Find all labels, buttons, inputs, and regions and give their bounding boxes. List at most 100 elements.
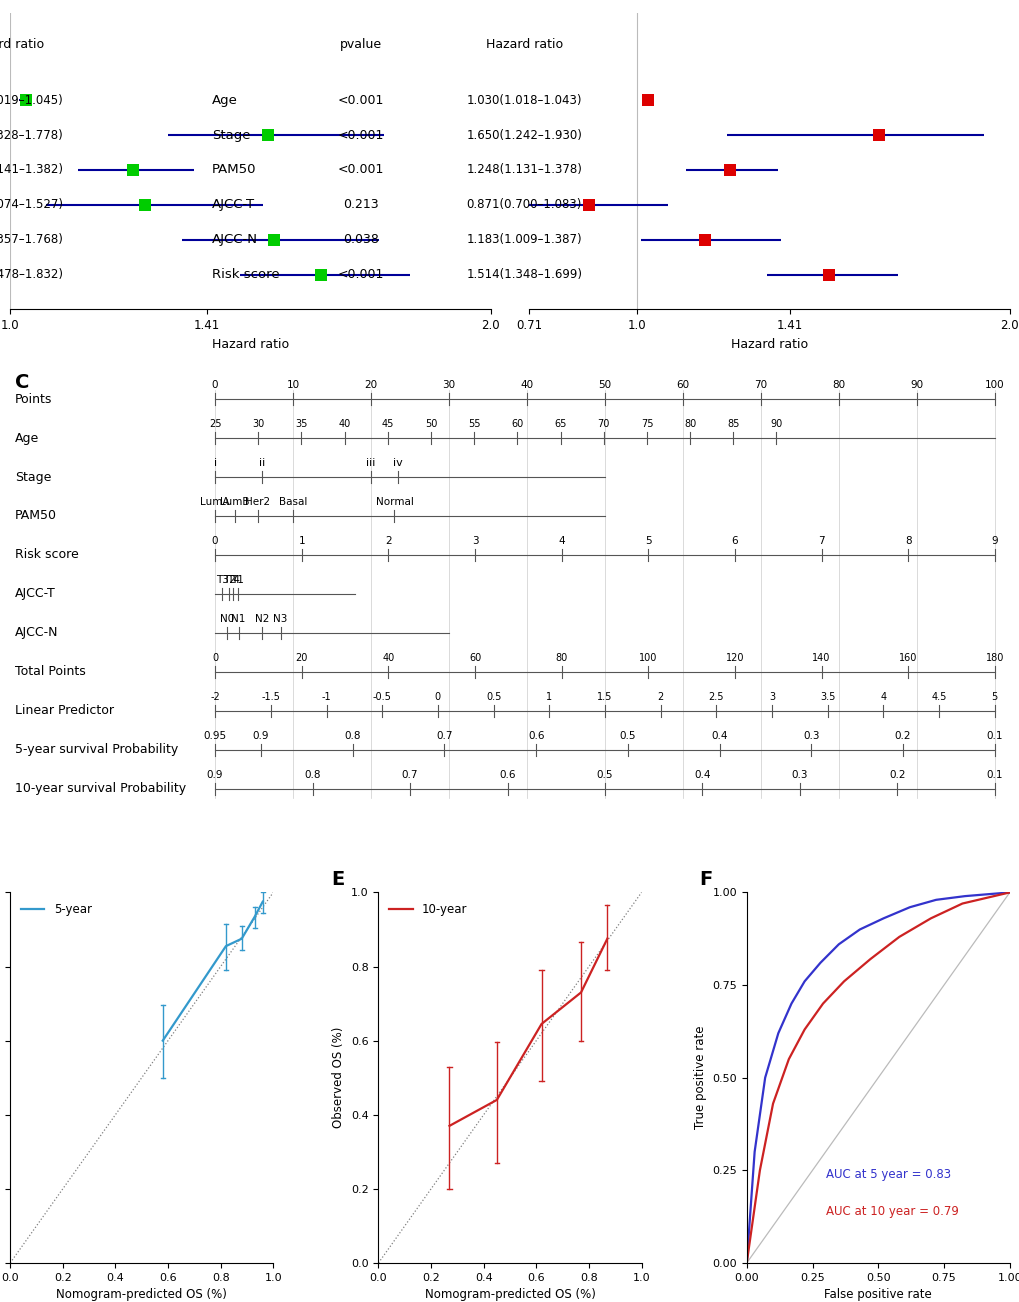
Text: 0.213: 0.213 [342,198,378,211]
Point [870,125,887,146]
Text: 0.8: 0.8 [344,730,361,741]
Text: 1.030(1.018–1.043): 1.030(1.018–1.043) [467,94,582,107]
Text: ii: ii [259,458,265,469]
Text: 3: 3 [471,536,478,546]
Text: 60: 60 [469,652,481,663]
Text: 0.1: 0.1 [985,730,1002,741]
Text: 0.6: 0.6 [528,730,544,741]
X-axis label: Nomogram-predicted OS (%): Nomogram-predicted OS (%) [424,1288,595,1301]
Text: 40: 40 [382,652,394,663]
Text: 8: 8 [904,536,911,546]
Text: 80: 80 [555,652,568,663]
Text: 65: 65 [554,419,567,430]
Point [640,90,656,111]
Text: 140: 140 [811,652,829,663]
Text: 5-year survival Probability: 5-year survival Probability [15,743,178,756]
Text: 0.8: 0.8 [304,769,321,780]
Text: 0.5: 0.5 [485,691,500,702]
Text: 20: 20 [364,380,377,391]
Text: 1.256(1.141–1.382): 1.256(1.141–1.382) [0,164,63,177]
Text: 4.5: 4.5 [930,691,946,702]
Text: 85: 85 [727,419,739,430]
Y-axis label: True positive rate: True positive rate [693,1026,706,1129]
X-axis label: Hazard ratio: Hazard ratio [731,337,807,350]
Text: iv: iv [393,458,403,469]
Point [581,194,597,215]
Point [17,90,34,111]
Text: C: C [15,374,30,392]
Text: 2: 2 [385,536,391,546]
Text: Stage: Stage [15,470,52,483]
Text: i: i [213,458,216,469]
Text: 75: 75 [640,419,652,430]
Text: 2: 2 [657,691,663,702]
Text: 1: 1 [299,536,305,546]
Text: 7: 7 [817,536,824,546]
Text: 20: 20 [296,652,308,663]
Text: PAM50: PAM50 [212,164,257,177]
Text: 90: 90 [909,380,922,391]
Text: <0.001: <0.001 [337,129,384,142]
Text: 90: 90 [769,419,782,430]
Text: 100: 100 [984,380,1004,391]
Text: -2: -2 [210,691,220,702]
Text: 0.3: 0.3 [802,730,819,741]
Text: Risk score: Risk score [15,548,78,561]
Text: Hazard ratio: Hazard ratio [0,38,44,51]
Text: 25: 25 [209,419,221,430]
Text: Total Points: Total Points [15,665,86,678]
Text: 0.9: 0.9 [253,730,269,741]
Text: 0.871(0.700–1.083): 0.871(0.700–1.083) [467,198,582,211]
Text: 0.038: 0.038 [342,233,379,246]
Text: 120: 120 [725,652,744,663]
Text: 4: 4 [557,536,565,546]
Text: T3: T3 [215,575,228,585]
Text: 45: 45 [381,419,393,430]
Text: <0.001: <0.001 [337,164,384,177]
Text: 5: 5 [990,691,997,702]
Text: E: E [331,870,344,889]
Text: AJCC-N: AJCC-N [212,233,258,246]
Text: AJCC-N: AJCC-N [15,626,59,639]
Point [819,264,836,285]
Text: 70: 70 [754,380,766,391]
Point [125,160,142,181]
Text: 0: 0 [212,652,218,663]
Text: LumA: LumA [200,497,229,506]
Text: 0: 0 [434,691,440,702]
Text: Her2: Her2 [246,497,270,506]
Text: Stage: Stage [212,129,251,142]
Point [312,264,328,285]
Text: iii: iii [366,458,375,469]
Text: 0.4: 0.4 [694,769,710,780]
Text: N2: N2 [255,615,269,624]
Text: 10-year survival Probability: 10-year survival Probability [15,783,186,796]
Text: N3: N3 [273,615,287,624]
Text: AUC at 10 year = 0.79: AUC at 10 year = 0.79 [824,1204,958,1217]
Text: 180: 180 [984,652,1003,663]
Text: Linear Predictor: Linear Predictor [15,704,114,717]
Text: 70: 70 [597,419,609,430]
Point [697,229,713,250]
Text: 3: 3 [768,691,774,702]
Text: T2: T2 [222,575,235,585]
Text: 80: 80 [684,419,696,430]
Text: 6: 6 [731,536,738,546]
X-axis label: Hazard ratio: Hazard ratio [212,337,288,350]
Text: 160: 160 [898,652,916,663]
Text: LumB: LumB [220,497,249,506]
Text: 0.1: 0.1 [985,769,1002,780]
Text: 35: 35 [296,419,308,430]
Text: 2.5: 2.5 [708,691,723,702]
Point [266,229,282,250]
Text: 1.514(1.348–1.699): 1.514(1.348–1.699) [466,268,582,281]
Text: 50: 50 [425,419,437,430]
Text: 0.2: 0.2 [889,769,905,780]
Text: 1.248(1.131–1.378): 1.248(1.131–1.378) [466,164,582,177]
Text: 0: 0 [212,380,218,391]
Text: F: F [699,870,712,889]
Text: 30: 30 [252,419,264,430]
Point [137,194,153,215]
Text: Age: Age [15,431,40,444]
Text: 1.537(1.328–1.778): 1.537(1.328–1.778) [0,129,63,142]
